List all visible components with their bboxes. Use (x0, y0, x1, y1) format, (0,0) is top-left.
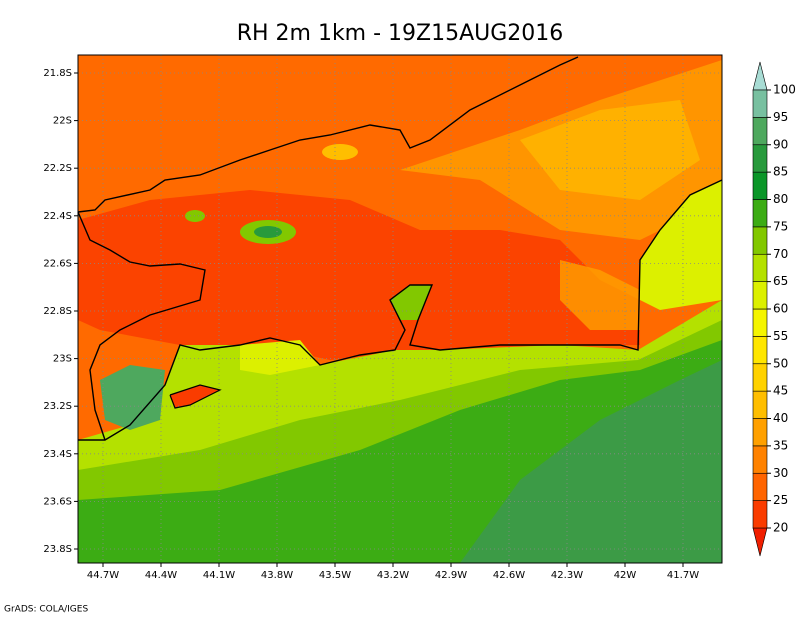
x-tick-label: 44.7W (87, 570, 119, 581)
x-tick-label: 43.8W (261, 570, 293, 581)
y-tick-label: 23.6S (43, 496, 72, 507)
colorbar: 20 25 30 35 40 45 50 55 60 65 70 75 80 85 90 95 100 (752, 61, 796, 557)
colorbar-label: 65 (773, 274, 788, 288)
colorbar-segment (752, 226, 768, 255)
colorbar-label: 75 (773, 219, 788, 233)
colorbar-segment (752, 281, 768, 310)
x-tick-label: 44.1W (203, 570, 235, 581)
colorbar-segment (752, 171, 768, 200)
western-border (77, 211, 206, 441)
x-tick-label: 42.9W (435, 570, 467, 581)
state-border (77, 56, 579, 213)
colorbar-label: 30 (773, 466, 788, 480)
y-tick-label: 22.8S (43, 306, 72, 317)
y-tick-label: 22.2S (43, 163, 72, 174)
colorbar-label: 60 (773, 302, 788, 316)
colorbar-under (752, 527, 768, 557)
colorbar-label: 45 (773, 384, 788, 398)
colorbar-segment (752, 144, 768, 173)
colorbar-label: 35 (773, 438, 788, 452)
colorbar-label: 50 (773, 356, 788, 370)
colorbar-label: 40 (773, 411, 788, 425)
grid (78, 55, 722, 563)
coastline (78, 179, 723, 441)
colorbar-segment (752, 199, 768, 228)
y-tick-label: 22.6S (43, 258, 72, 269)
x-tick-label: 42W (614, 570, 637, 581)
colorbar-label: 55 (773, 329, 788, 343)
colorbar-label: 70 (773, 247, 788, 261)
x-tick-label: 44.4W (145, 570, 177, 581)
colorbar-segment (752, 117, 768, 146)
colorbar-segment (752, 363, 768, 392)
y-tick-label: 22S (53, 116, 72, 127)
colorbar-segment (752, 445, 768, 474)
plot-frame (77, 54, 723, 564)
x-tick-label: 43.5W (319, 570, 351, 581)
y-tick-label: 23.4S (43, 449, 72, 460)
colorbar-label: 100 (773, 83, 796, 97)
colorbar-label: 20 (773, 521, 788, 535)
x-tick-label: 43.2W (377, 570, 409, 581)
colorbar-label: 80 (773, 192, 788, 206)
colorbar-label: 90 (773, 137, 788, 151)
y-tick-label: 23S (53, 354, 72, 365)
rh-field (78, 55, 722, 563)
colorbar-segment (752, 500, 768, 529)
y-tick-label: 22.4S (43, 211, 72, 222)
credit: GrADS: COLA/IGES (4, 605, 88, 615)
colorbar-segment (752, 418, 768, 447)
colorbar-segment (752, 253, 768, 282)
colorbar-label: 85 (773, 165, 788, 179)
x-tick-label: 41.7W (667, 570, 699, 581)
y-tick-label: 21.8S (43, 68, 72, 79)
y-tick-label: 23.8S (43, 544, 72, 555)
colorbar-segment (752, 89, 768, 118)
colorbar-segment (752, 336, 768, 365)
title: RH 2m 1km - 19Z15AUG2016 (237, 21, 564, 46)
colorbar-over (752, 61, 768, 91)
x-tick-label: 42.6W (493, 570, 525, 581)
island (169, 384, 222, 409)
colorbar-segment (752, 308, 768, 337)
colorbar-segment (752, 472, 768, 501)
colorbar-label: 25 (773, 493, 788, 507)
colorbar-label: 95 (773, 110, 788, 124)
x-tick-label: 42.3W (551, 570, 583, 581)
colorbar-segment (752, 390, 768, 419)
y-tick-label: 23.2S (43, 401, 72, 412)
